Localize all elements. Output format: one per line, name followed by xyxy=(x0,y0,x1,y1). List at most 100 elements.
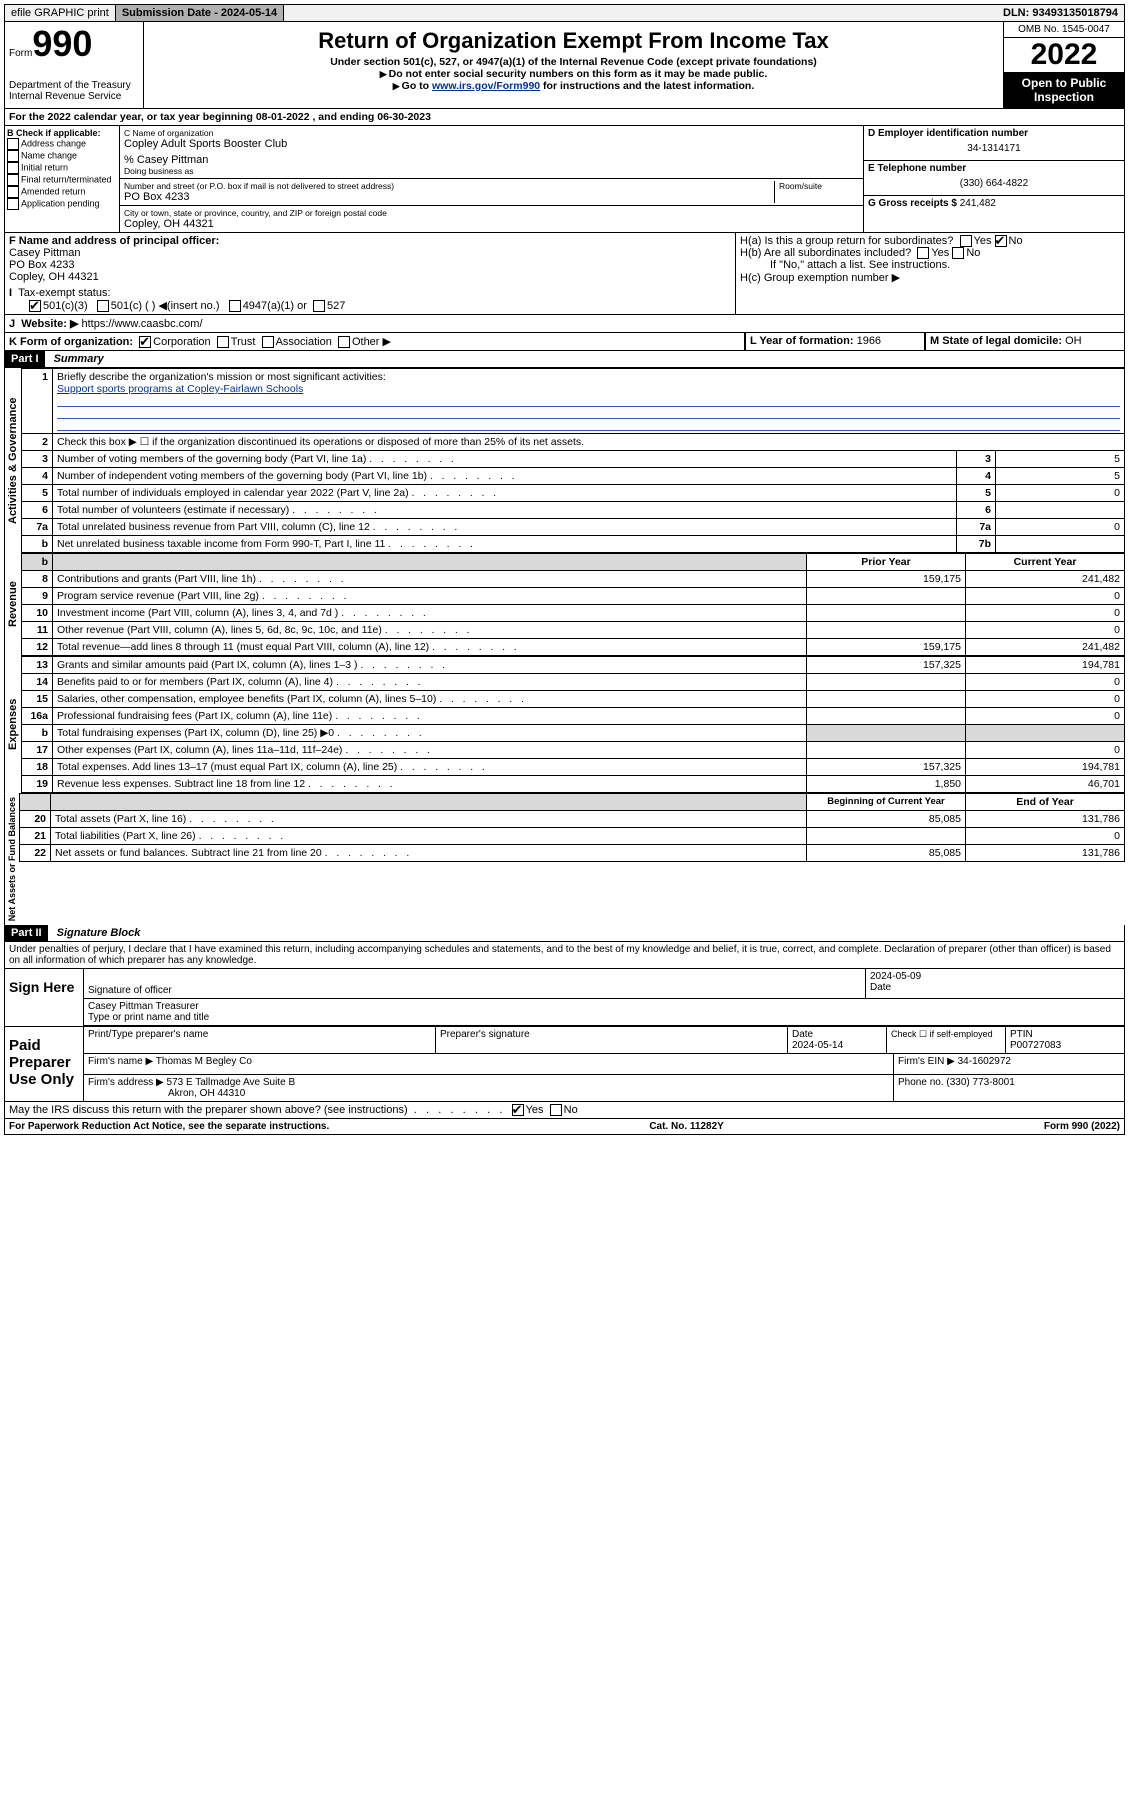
box-b-item: Application pending xyxy=(21,198,100,208)
checkbox-final-return[interactable] xyxy=(7,174,19,186)
declaration: Under penalties of perjury, I declare th… xyxy=(4,942,1125,969)
year-formation: 1966 xyxy=(857,335,881,347)
checkbox-corp[interactable] xyxy=(139,336,151,348)
page-footer: For Paperwork Reduction Act Notice, see … xyxy=(4,1119,1125,1135)
section-fh: F Name and address of principal officer:… xyxy=(4,233,1125,315)
checkbox-4947[interactable] xyxy=(229,300,241,312)
firm-phone: (330) 773-8001 xyxy=(946,1077,1014,1088)
sig-officer-label: Signature of officer xyxy=(88,985,172,996)
officer-label: F Name and address of principal officer: xyxy=(9,235,731,247)
firm-ein: 34-1602972 xyxy=(958,1056,1011,1067)
irs-label: Internal Revenue Service xyxy=(9,91,139,102)
city-state-zip: Copley, OH 44321 xyxy=(124,218,859,230)
net-assets-section: Net Assets or Fund Balances Beginning of… xyxy=(4,793,1125,925)
box-b-item: Address change xyxy=(21,138,86,148)
col-end: End of Year xyxy=(966,794,1125,811)
checkbox-initial-return[interactable] xyxy=(7,162,19,174)
summary-table-ag: 1 Briefly describe the organization's mi… xyxy=(21,368,1125,553)
checkbox-527[interactable] xyxy=(313,300,325,312)
checkbox-501c3[interactable] xyxy=(29,300,41,312)
phone-label: E Telephone number xyxy=(868,163,1120,174)
submission-date-button[interactable]: Submission Date - 2024-05-14 xyxy=(116,5,284,21)
section-bcdefg: B Check if applicable: Address change Na… xyxy=(4,126,1125,233)
table-row: 3 Number of voting members of the govern… xyxy=(22,451,1125,468)
addr-label: Number and street (or P.O. box if mail i… xyxy=(124,181,774,191)
part1-header: Part I Summary xyxy=(4,351,1125,368)
checkbox-application-pending[interactable] xyxy=(7,198,19,210)
checkbox-hb-yes[interactable] xyxy=(917,247,929,259)
year-formation-label: L Year of formation: xyxy=(750,335,854,347)
hb-label: H(b) Are all subordinates included? xyxy=(740,247,911,259)
table-row: 6 Total number of volunteers (estimate i… xyxy=(22,502,1125,519)
arrow-icon xyxy=(380,68,389,80)
irs-link[interactable]: www.irs.gov/Form990 xyxy=(432,80,540,92)
check-self-employed: Check ☐ if self-employed xyxy=(887,1027,1006,1054)
table-row: 18 Total expenses. Add lines 13–17 (must… xyxy=(22,759,1125,776)
street-address: PO Box 4233 xyxy=(124,191,774,203)
checkbox-other[interactable] xyxy=(338,336,350,348)
sign-here-block: Sign Here Signature of officer 2024-05-0… xyxy=(4,969,1125,1027)
domicile-label: M State of legal domicile: xyxy=(930,335,1062,347)
checkbox-discuss-no[interactable] xyxy=(550,1104,562,1116)
table-row: 13 Grants and similar amounts paid (Part… xyxy=(22,657,1125,674)
checkbox-address-change[interactable] xyxy=(7,138,19,150)
activities-governance: Activities & Governance 1 Briefly descri… xyxy=(4,368,1125,553)
box-deg: D Employer identification number 34-1314… xyxy=(863,126,1124,232)
vlabel-net: Net Assets or Fund Balances xyxy=(4,793,19,925)
part2-header: Part II Signature Block xyxy=(4,925,1125,942)
sign-here-label: Sign Here xyxy=(5,969,84,1026)
checkbox-name-change[interactable] xyxy=(7,150,19,162)
subtitle-1: Under section 501(c), 527, or 4947(a)(1)… xyxy=(148,56,999,68)
checkbox-trust[interactable] xyxy=(217,336,229,348)
table-row: 7a Total unrelated business revenue from… xyxy=(22,519,1125,536)
form-header: Form990 Department of the Treasury Inter… xyxy=(4,22,1125,109)
website-label: Website: ▶ xyxy=(21,318,78,330)
checkbox-ha-no[interactable] xyxy=(995,235,1007,247)
checkbox-amended[interactable] xyxy=(7,186,19,198)
table-row: 11 Other revenue (Part VIII, column (A),… xyxy=(22,622,1125,639)
checkbox-assoc[interactable] xyxy=(262,336,274,348)
dept-label: Department of the Treasury xyxy=(9,80,139,91)
paid-preparer-label: Paid Preparer Use Only xyxy=(5,1027,84,1101)
table-row: 16a Professional fundraising fees (Part … xyxy=(22,708,1125,725)
ha-label: H(a) Is this a group return for subordin… xyxy=(740,235,953,247)
table-row: 10 Investment income (Part VIII, column … xyxy=(22,605,1125,622)
col-begin: Beginning of Current Year xyxy=(807,794,966,811)
table-row: 22 Net assets or fund balances. Subtract… xyxy=(20,845,1125,862)
opt-corp: Corporation xyxy=(153,336,210,348)
checkbox-hb-no[interactable] xyxy=(952,247,964,259)
officer-city: Copley, OH 44321 xyxy=(9,271,731,283)
prep-sig-label: Preparer's signature xyxy=(436,1027,788,1054)
checkbox-discuss-yes[interactable] xyxy=(512,1104,524,1116)
gross-receipts-label: G Gross receipts $ xyxy=(868,198,957,209)
form-number-box: Form990 Department of the Treasury Inter… xyxy=(5,22,144,108)
col-prior: Prior Year xyxy=(807,554,966,571)
firm-ein-label: Firm's EIN ▶ xyxy=(898,1056,955,1067)
part1-title: Summary xyxy=(48,353,104,365)
prep-name-label: Print/Type preparer's name xyxy=(84,1027,436,1054)
ein-value: 34-1314171 xyxy=(868,139,1120,158)
opt-4947: 4947(a)(1) or xyxy=(243,300,307,312)
table-row: 4 Number of independent voting members o… xyxy=(22,468,1125,485)
org-name: Copley Adult Sports Booster Club xyxy=(124,138,859,150)
website-value: https://www.caasbc.com/ xyxy=(81,318,202,330)
checkbox-ha-yes[interactable] xyxy=(960,235,972,247)
prep-date: 2024-05-14 xyxy=(792,1040,843,1051)
box-b-item: Initial return xyxy=(21,162,68,172)
subtitle-2: Do not enter social security numbers on … xyxy=(389,68,768,80)
ein-label: D Employer identification number xyxy=(868,128,1120,139)
subtitle-3-pre: Go to xyxy=(402,80,432,92)
footer-mid: Cat. No. 11282Y xyxy=(649,1121,723,1132)
form-number: 990 xyxy=(32,23,92,64)
mission-link[interactable]: Support sports programs at Copley-Fairla… xyxy=(57,383,303,395)
summary-table-net: Beginning of Current Year End of Year 20… xyxy=(19,793,1125,862)
tax-year: 2022 xyxy=(1004,38,1124,72)
firm-name: Thomas M Begley Co xyxy=(156,1056,252,1067)
checkbox-501c[interactable] xyxy=(97,300,109,312)
footer-right: Form 990 (2022) xyxy=(1044,1121,1120,1132)
arrow-icon xyxy=(393,80,402,92)
hb-note: If "No," attach a list. See instructions… xyxy=(740,259,1120,271)
public-inspection: Open to Public Inspection xyxy=(1004,72,1124,108)
opt-other: Other ▶ xyxy=(352,336,391,348)
summary-table-exp: 13 Grants and similar amounts paid (Part… xyxy=(21,656,1125,793)
